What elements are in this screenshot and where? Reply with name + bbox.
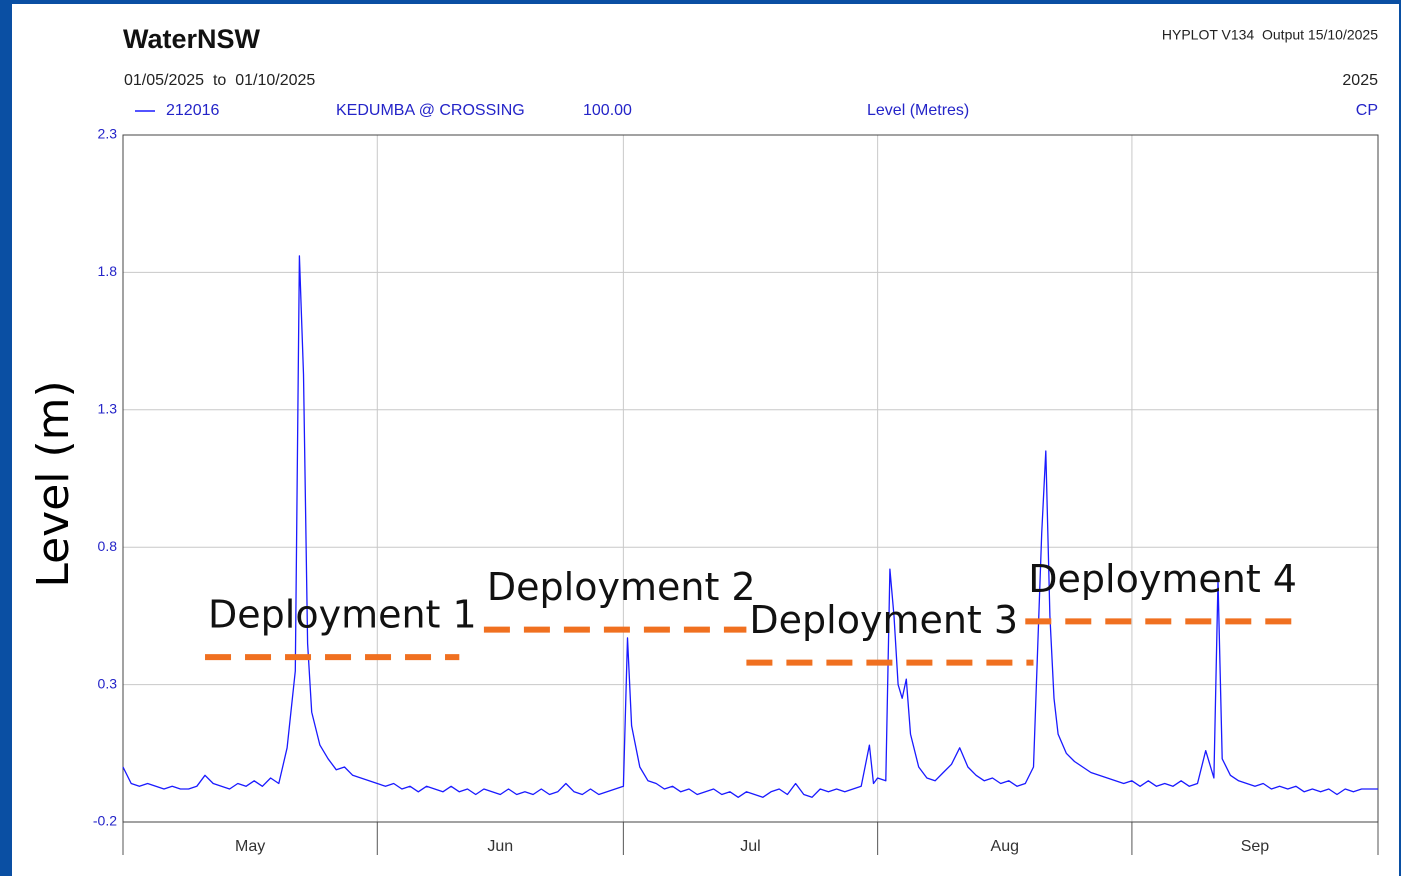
date-range: 01/05/2025 to 01/10/2025 (124, 72, 315, 89)
y-tick-label: 0.8 (98, 538, 118, 554)
deployment-label: Deployment 3 (749, 598, 1018, 642)
deployment-label: Deployment 1 (208, 593, 477, 637)
legend-label: 212016 (166, 102, 219, 119)
variable: Level (Metres) (867, 102, 969, 119)
plot-frame (122, 134, 1379, 823)
y-tick-label: 1.3 (98, 401, 118, 417)
chart: WaterNSW HYPLOT V134 Output 15/10/2025 0… (28, 24, 1379, 855)
y-tick-label: 1.8 (98, 263, 118, 279)
y-tick-label: 2.3 (98, 126, 118, 142)
chart-title: WaterNSW (123, 24, 261, 54)
datum: 100.00 (583, 102, 632, 119)
x-tick-label: Jul (740, 838, 760, 855)
x-tick-label: May (235, 838, 265, 855)
y-axis-label: Level (m) (28, 380, 79, 587)
deployment-label: Deployment 4 (1028, 557, 1297, 601)
x-tick-label: Sep (1241, 838, 1270, 855)
y-tick-label: 0.3 (98, 675, 118, 691)
deployment-label: Deployment 2 (487, 565, 756, 609)
x-tick-label: Jun (487, 838, 513, 855)
quality: CP (1356, 102, 1378, 119)
x-tick-label: Aug (991, 838, 1019, 855)
series-line (122, 255, 1378, 798)
software: HYPLOT V134 Output 15/10/2025 (1162, 27, 1378, 43)
station: KEDUMBA @ CROSSING (336, 102, 525, 119)
year: 2025 (1342, 72, 1378, 89)
y-tick-label: -0.2 (93, 813, 117, 829)
frame: WaterNSW HYPLOT V134 Output 15/10/2025 0… (12, 4, 1399, 876)
